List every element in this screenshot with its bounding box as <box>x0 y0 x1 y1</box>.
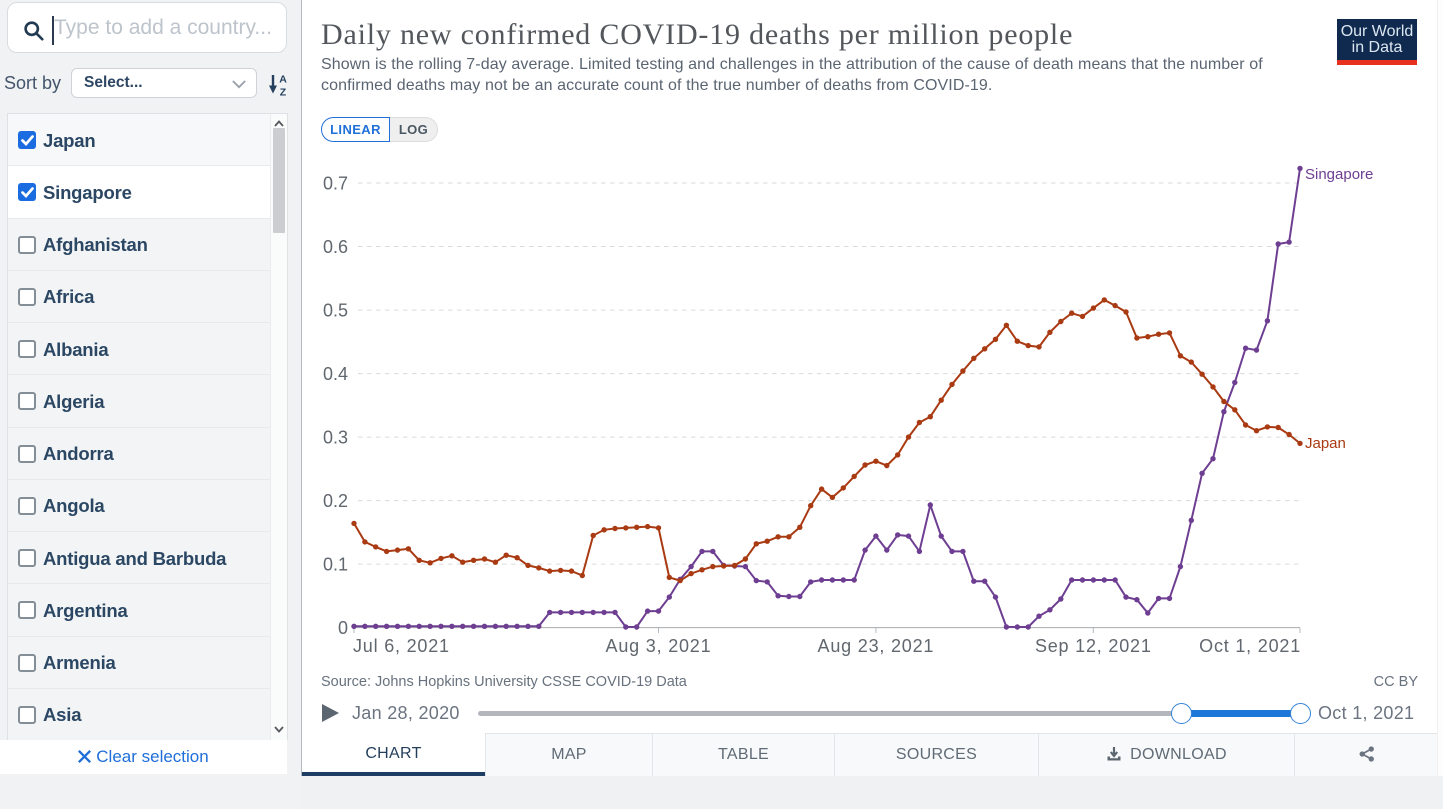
svg-text:Sep 12, 2021: Sep 12, 2021 <box>1035 636 1152 656</box>
svg-text:Z: Z <box>280 87 287 97</box>
svg-text:0.1: 0.1 <box>323 555 348 575</box>
svg-text:0.4: 0.4 <box>323 364 348 384</box>
svg-text:0.2: 0.2 <box>323 491 348 511</box>
svg-text:Aug 23, 2021: Aug 23, 2021 <box>818 636 935 656</box>
svg-text:0.6: 0.6 <box>323 237 348 257</box>
svg-text:A: A <box>279 74 287 86</box>
svg-text:0.5: 0.5 <box>323 301 348 321</box>
svg-text:Singapore: Singapore <box>1305 166 1373 183</box>
svg-text:Jul 6, 2021: Jul 6, 2021 <box>353 636 450 656</box>
svg-text:Aug 3, 2021: Aug 3, 2021 <box>606 636 712 656</box>
svg-text:Japan: Japan <box>1305 435 1346 452</box>
svg-text:0: 0 <box>338 618 348 638</box>
svg-text:0.3: 0.3 <box>323 428 348 448</box>
svg-text:0.7: 0.7 <box>323 174 348 194</box>
svg-text:Oct 1, 2021: Oct 1, 2021 <box>1199 636 1301 656</box>
